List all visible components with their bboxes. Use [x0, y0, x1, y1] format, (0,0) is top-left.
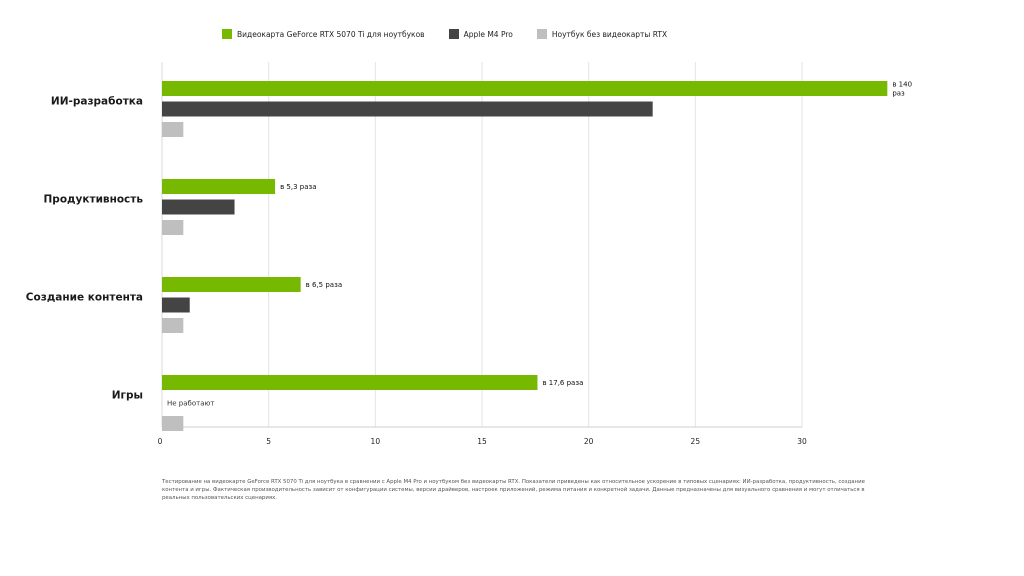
data-label: в 140 [892, 81, 912, 89]
bar [162, 179, 276, 194]
data-label: в 5,3 раза [280, 183, 316, 191]
bar [162, 277, 301, 292]
data-label: раз [892, 90, 905, 98]
legend-swatch [222, 29, 232, 39]
category-label: Создание контента [26, 292, 143, 304]
bar [162, 297, 190, 313]
legend-item: Apple M4 Pro [448, 29, 513, 39]
bar [162, 318, 184, 333]
legend-item: Видеокарта GeForce RTX 5070 Ti для ноутб… [222, 29, 425, 39]
category-label: Продуктивность [44, 194, 144, 206]
bar [162, 122, 184, 137]
legend-swatch [448, 29, 459, 39]
category-label: Игры [112, 390, 143, 402]
category-label: ИИ-разработка [51, 96, 143, 108]
x-tick-label: 30 [797, 437, 807, 446]
x-tick-label: 0 [158, 437, 163, 446]
bar [162, 199, 235, 215]
bar [162, 416, 184, 431]
legend-label: Видеокарта GeForce RTX 5070 Ti для ноутб… [237, 29, 425, 39]
bar [162, 375, 538, 390]
bar [162, 101, 653, 117]
bar [162, 81, 888, 96]
data-label: в 17,6 раза [542, 379, 583, 387]
legend-label: Apple M4 Pro [463, 29, 513, 39]
not-supported-label: Не работают [167, 400, 214, 408]
bar [162, 220, 184, 235]
chart-footnote: Тестирование на видеокарте GeForce RTX 5… [162, 479, 865, 501]
x-tick-label: 25 [691, 437, 701, 446]
x-tick-label: 5 [266, 437, 271, 446]
chart-legend: Видеокарта GeForce RTX 5070 Ti для ноутб… [222, 28, 691, 40]
legend-item: Ноутбук без видеокарты RTX [536, 29, 668, 39]
x-tick-label: 10 [371, 437, 381, 446]
data-label: в 6,5 раза [306, 281, 342, 289]
x-tick-label: 20 [584, 437, 594, 446]
legend-label: Ноутбук без видеокарты RTX [551, 29, 668, 39]
x-tick-label: 15 [477, 437, 487, 446]
legend-swatch [536, 29, 547, 39]
